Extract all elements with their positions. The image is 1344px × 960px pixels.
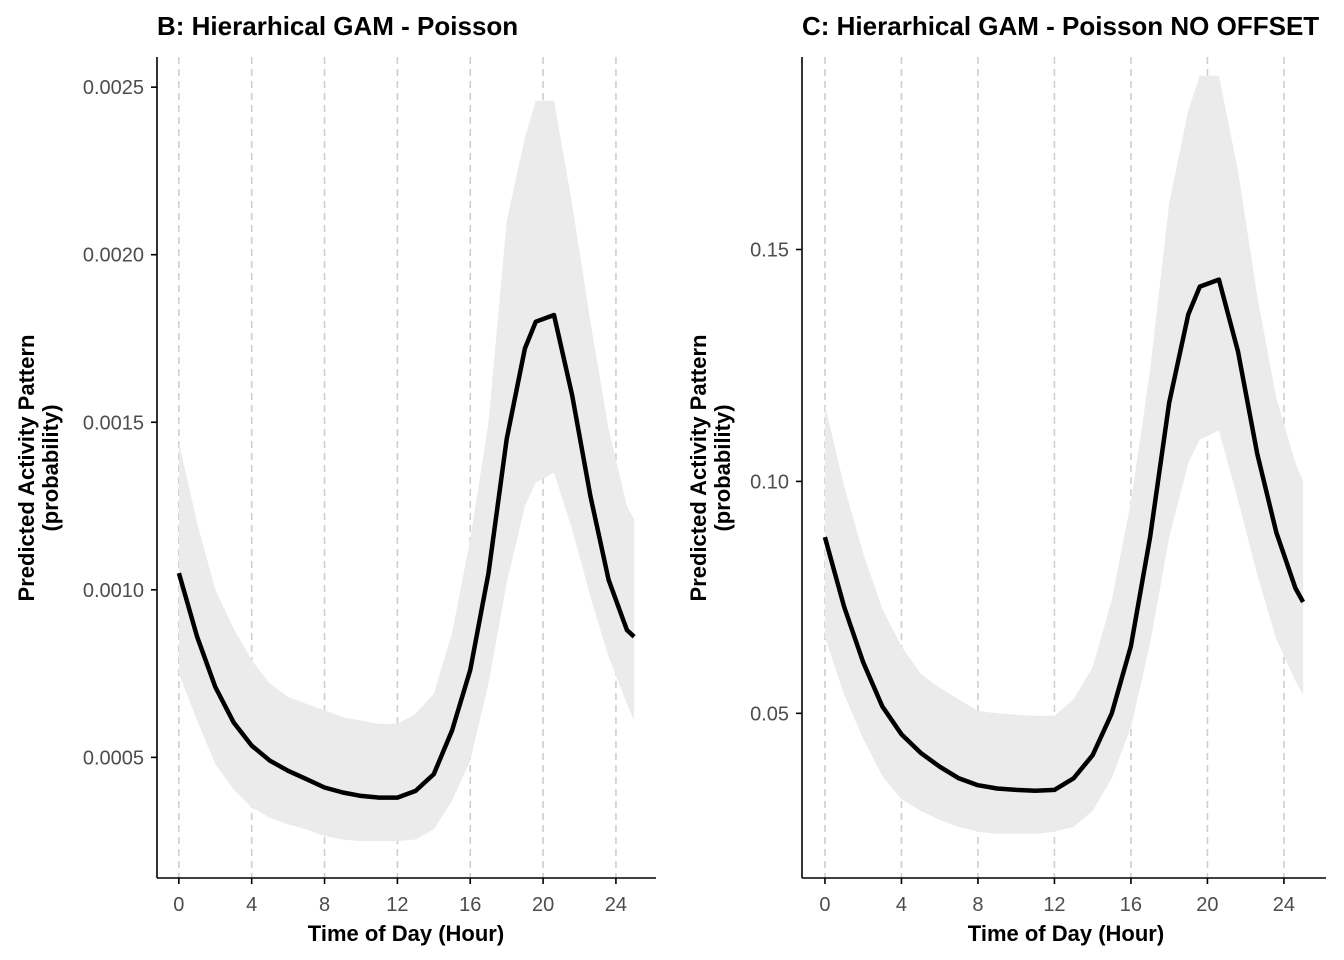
panel-c-fit-group: [822, 277, 1306, 794]
panel-c-x-tick-label: 20: [1196, 894, 1218, 916]
panel-b-y-axis-label: Predicted Activity Pattern: [14, 335, 39, 602]
panel-b-y-tick-label: 0.0020: [83, 245, 144, 267]
panel-c-y-axis-label: Predicted Activity Pattern: [686, 335, 711, 602]
panel-c-axes: [801, 57, 1326, 879]
panel-c-y-axis-label-line2: (probability): [710, 404, 735, 531]
panel-b-ribbon-group: [178, 100, 635, 842]
panel-b-title: B: Hierarhical GAM - Poisson: [157, 11, 518, 41]
panel-c-confidence-ribbon: [824, 75, 1304, 834]
panel-b-confidence-ribbon: [178, 100, 635, 842]
panel-b-fit-group: [176, 312, 636, 800]
panel-c-x-tick-label: 24: [1273, 894, 1295, 916]
panel-b-y-tick-label: 0.0015: [83, 412, 144, 434]
panel-b-x-tick-label: 4: [246, 894, 257, 916]
panel-b-y-tick-label: 0.0010: [83, 580, 144, 602]
panel-b-y-axis-label-line2: (probability): [38, 404, 63, 531]
panel-c-x-tick-label: 4: [896, 894, 907, 916]
panel-c-x-axis-label: Time of Day (Hour): [968, 921, 1164, 946]
panel-b-axes: [156, 57, 656, 879]
panel-b-x-tick-label: 24: [605, 894, 627, 916]
panel-c-title: C: Hierarhical GAM - Poisson NO OFFSET: [802, 11, 1319, 41]
panel-c-x-tick-label: 16: [1120, 894, 1142, 916]
panel-c-y-tick-label: 0.15: [750, 239, 789, 261]
panel-c-x-tick-label: 0: [819, 894, 830, 916]
panel-c-x-tick-label: 12: [1043, 894, 1065, 916]
panel-b-x-tick-label: 16: [459, 894, 481, 916]
panel-b-y-tick-label: 0.0005: [83, 747, 144, 769]
panel-b-x-tick-label: 8: [319, 894, 330, 916]
panel-b-x-tick-label: 20: [532, 894, 554, 916]
panel-c: C: Hierarhical GAM - Poisson NO OFFSET 0…: [686, 11, 1326, 946]
panel-c-fit-line: [822, 277, 1306, 794]
panel-b-ticks: 0 4 8 12 16 20 24 0.0005 0.0010 0.0015 0.0020 0.002…: [83, 77, 627, 916]
panel-c-ribbon-group: [824, 75, 1304, 834]
panel-b-x-tick-label: 0: [173, 894, 184, 916]
panel-c-x-tick-label: 8: [972, 894, 983, 916]
panel-b-y-tick-label: 0.0025: [83, 77, 144, 99]
panel-c-y-tick-label: 0.05: [750, 703, 789, 725]
panel-b-x-tick-label: 12: [386, 894, 408, 916]
panel-c-ticks: 0 4 8 12 16 20 24 0.05 0.10 0.15: [750, 239, 1295, 916]
panel-b: B: Hierarhical GAM - Poisson 0 4 8 12 16 20 24…: [14, 11, 656, 946]
panel-b-fit-line: [176, 312, 636, 800]
panel-c-y-tick-label: 0.10: [750, 471, 789, 493]
panel-b-x-axis-label: Time of Day (Hour): [308, 921, 504, 946]
